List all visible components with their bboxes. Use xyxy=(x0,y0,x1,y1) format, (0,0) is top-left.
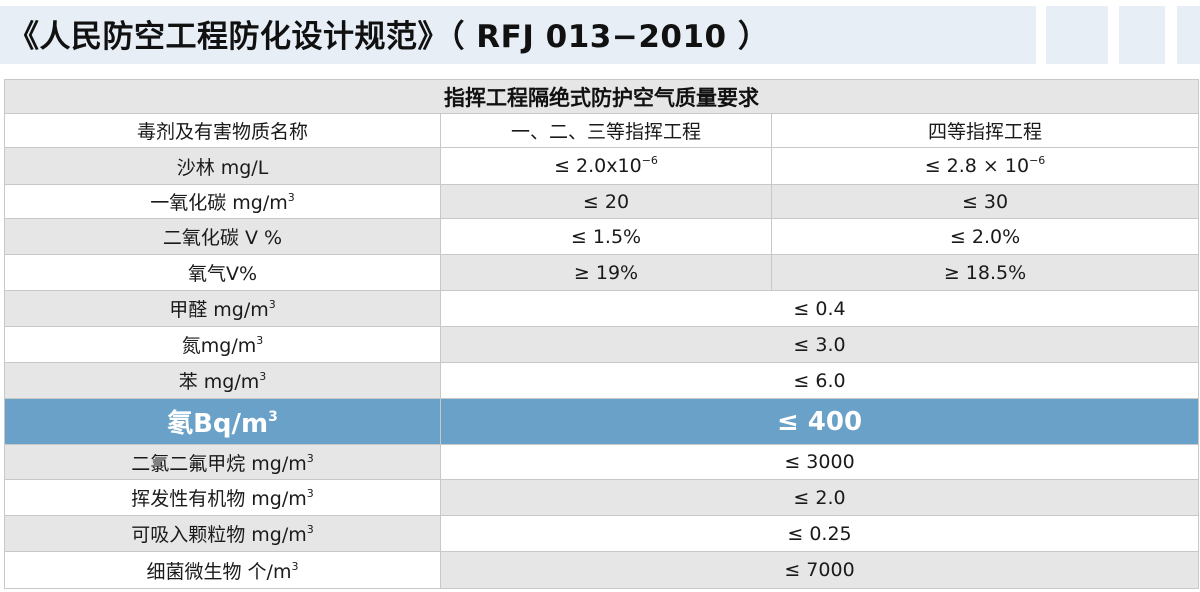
limit-cell-all-grades: ≤ 0.25 xyxy=(439,515,1200,552)
title-band xyxy=(0,6,1036,64)
table-row: 氮mg/m3 ≤ 3.0 xyxy=(4,326,1200,363)
limit-cell-all-grades: ≤ 2.0 xyxy=(439,479,1200,516)
limit-cell-all-grades: ≤ 3000 xyxy=(439,444,1200,480)
page-title: 《人民防空工程防化设计规范》（ RFJ 013−2010 ） xyxy=(8,19,770,55)
limit-cell-grade-1-3: ≤ 2.0x10−6 xyxy=(440,147,772,185)
substance-name-cell: 二氧化碳 V % xyxy=(4,218,441,255)
column-header: 一、二、三等指挥工程 xyxy=(440,113,772,148)
air-quality-table: 指挥工程隔绝式防护空气质量要求 毒剂及有害物质名称 一、二、三等指挥工程 四等指… xyxy=(3,79,1200,589)
substance-name-cell: 氡Bq/m3 xyxy=(4,398,441,445)
table-row-highlighted: 氡Bq/m3 ≤ 400 xyxy=(4,398,1200,445)
substance-name-cell: 挥发性有机物 mg/m3 xyxy=(4,479,441,516)
limit-cell-grade-4: ≤ 2.8 × 10−6 xyxy=(770,147,1200,185)
substance-name-cell: 细菌微生物 个/m3 xyxy=(4,551,441,589)
column-header: 四等指挥工程 xyxy=(770,113,1200,148)
substance-name-cell: 沙林 mg/L xyxy=(4,147,441,185)
table-row: 沙林 mg/L ≤ 2.0x10−6 ≤ 2.8 × 10−6 xyxy=(4,147,1200,185)
limit-cell-all-grades: ≤ 400 xyxy=(439,398,1200,445)
substance-name-cell: 甲醛 mg/m3 xyxy=(4,290,441,327)
limit-cell-all-grades: ≤ 7000 xyxy=(439,551,1200,589)
limit-cell-grade-4: ≤ 30 xyxy=(770,184,1200,219)
table-header-row: 毒剂及有害物质名称 一、二、三等指挥工程 四等指挥工程 xyxy=(4,113,1200,148)
table-row: 甲醛 mg/m3 ≤ 0.4 xyxy=(4,290,1200,327)
limit-cell-grade-1-3: ≤ 20 xyxy=(440,184,772,219)
substance-name-cell: 可吸入颗粒物 mg/m3 xyxy=(4,515,441,552)
table-caption: 指挥工程隔绝式防护空气质量要求 xyxy=(3,79,1200,114)
table-row: 细菌微生物 个/m3 ≤ 7000 xyxy=(4,551,1200,589)
substance-name-cell: 一氧化碳 mg/m3 xyxy=(4,184,441,219)
title-deco-block xyxy=(1119,6,1165,64)
limit-cell-grade-1-3: ≤ 1.5% xyxy=(440,218,772,255)
title-deco-block xyxy=(1177,6,1200,64)
limit-cell-all-grades: ≤ 3.0 xyxy=(439,326,1200,363)
page-header: 《人民防空工程防化设计规范》（ RFJ 013−2010 ） xyxy=(0,0,1200,66)
table-row: 一氧化碳 mg/m3 ≤ 20 ≤ 30 xyxy=(4,184,1200,219)
substance-name-cell: 苯 mg/m3 xyxy=(4,362,441,399)
table-row: 挥发性有机物 mg/m3 ≤ 2.0 xyxy=(4,479,1200,516)
limit-cell-grade-4: ≤ 2.0% xyxy=(770,218,1200,255)
table-caption-row: 指挥工程隔绝式防护空气质量要求 xyxy=(3,79,1200,114)
limit-cell-all-grades: ≤ 0.4 xyxy=(439,290,1200,327)
limit-cell-grade-1-3: ≥ 19% xyxy=(440,254,772,291)
limit-cell-grade-4: ≥ 18.5% xyxy=(770,254,1200,291)
table-row: 可吸入颗粒物 mg/m3 ≤ 0.25 xyxy=(4,515,1200,552)
table-row: 二氧化碳 V % ≤ 1.5% ≤ 2.0% xyxy=(4,218,1200,255)
table-row: 二氯二氟甲烷 mg/m3 ≤ 3000 xyxy=(4,444,1200,480)
table-row: 苯 mg/m3 ≤ 6.0 xyxy=(4,362,1200,399)
table-row: 氧气V% ≥ 19% ≥ 18.5% xyxy=(4,254,1200,291)
limit-cell-all-grades: ≤ 6.0 xyxy=(439,362,1200,399)
substance-name-cell: 氮mg/m3 xyxy=(4,326,441,363)
column-header: 毒剂及有害物质名称 xyxy=(4,113,441,148)
substance-name-cell: 氧气V% xyxy=(4,254,441,291)
substance-name-cell: 二氯二氟甲烷 mg/m3 xyxy=(4,444,441,480)
title-deco-block xyxy=(1046,6,1108,64)
